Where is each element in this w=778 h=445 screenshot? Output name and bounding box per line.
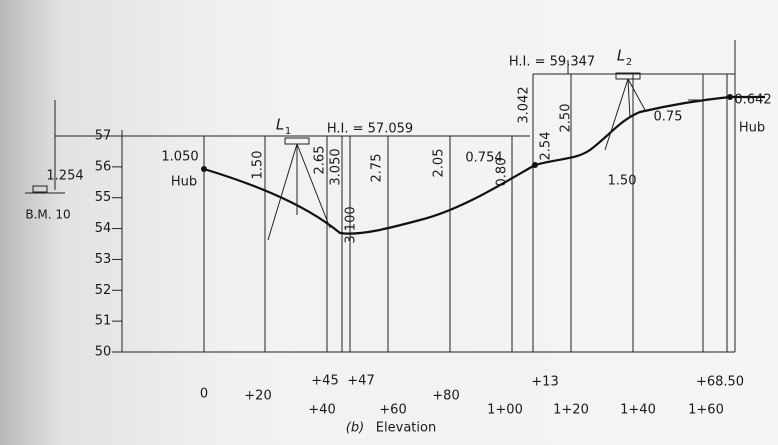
station-label: +60 — [379, 403, 406, 418]
station-label: +80 — [432, 389, 459, 404]
tick-label: 54 — [95, 221, 112, 236]
hub-point — [727, 94, 733, 100]
tick-label: 50 — [95, 345, 112, 360]
bm-symbol — [32, 185, 48, 193]
reading: 3.050 — [329, 148, 344, 185]
instrument-1 — [267, 137, 331, 241]
tick-label: 51 — [95, 314, 112, 329]
reading: 2.65 — [313, 146, 328, 175]
reading: 1.50 — [608, 174, 637, 189]
hi-label: H.I. = 57.059 — [327, 122, 413, 137]
instrument-subscript: 1 — [285, 126, 291, 137]
instrument-label: L — [617, 47, 625, 65]
bm-label: B.M. 10 — [25, 208, 70, 222]
station-label: +20 — [244, 389, 271, 404]
station-label: 1+20 — [553, 403, 589, 418]
reading: 3.042 — [517, 86, 532, 123]
reading: 0.75 — [654, 110, 683, 125]
reading: 1.50 — [251, 151, 266, 180]
hub-label: Hub — [171, 175, 197, 190]
station-label: +13 — [531, 375, 558, 390]
station-label: 0 — [200, 387, 208, 402]
reading: 2.50 — [559, 104, 574, 133]
station-label: +45 — [311, 374, 338, 389]
station-label: 1+40 — [620, 403, 656, 418]
hub-label: Hub — [739, 121, 765, 136]
hub-point — [201, 166, 207, 172]
reading: 2.05 — [432, 149, 447, 178]
caption-title: Elevation — [376, 421, 436, 436]
station-label: +40 — [308, 403, 335, 418]
station-label: 1+60 — [688, 403, 724, 418]
tick-label: 55 — [95, 190, 112, 205]
caption-label: (b) — [346, 421, 364, 436]
reading: 0.642 — [734, 93, 771, 108]
reading: 3.100 — [344, 206, 359, 243]
station-label: 1+00 — [487, 403, 523, 418]
reading: 0.754 — [465, 151, 502, 166]
instrument-2 — [604, 72, 646, 151]
hi-label: H.I. = 59.347 — [509, 55, 595, 70]
reading: 2.75 — [370, 154, 385, 183]
ground-profile — [203, 95, 765, 235]
reading: 0.80 — [495, 158, 510, 187]
tick-label: 52 — [95, 283, 112, 298]
station-label: +47 — [347, 374, 374, 389]
instrument-label: L — [276, 116, 284, 134]
reading: 1.050 — [161, 150, 198, 165]
station-lines — [203, 74, 728, 352]
tick-label: 53 — [95, 252, 112, 267]
tick-label: 56 — [95, 159, 112, 174]
reading: 1.254 — [46, 169, 83, 184]
station-label: +68.50 — [696, 375, 744, 390]
instrument-subscript: 2 — [626, 57, 632, 68]
reading: 2.54 — [539, 132, 554, 161]
turning-point — [532, 162, 538, 168]
tick-label: 57 — [95, 129, 112, 144]
